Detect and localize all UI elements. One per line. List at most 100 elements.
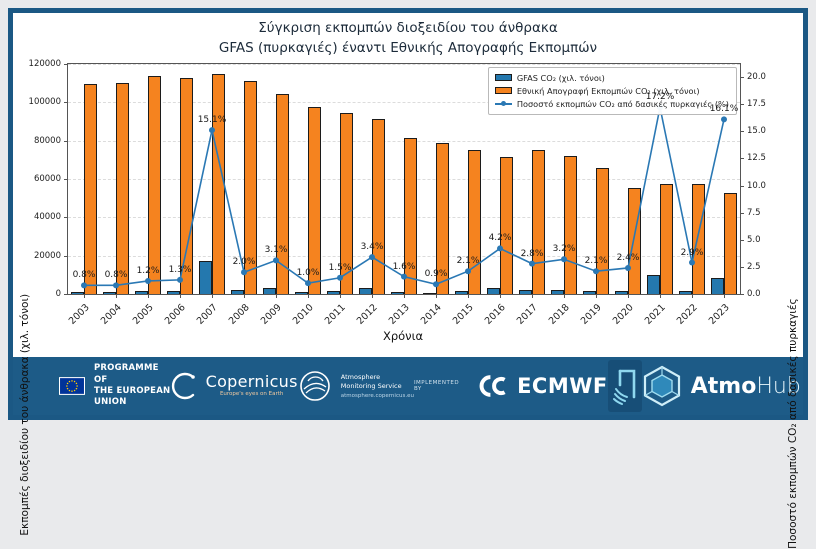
gfas-bar <box>71 292 84 294</box>
pct-value-label: 4.2% <box>488 233 512 244</box>
implemented-by-label: IMPLEMENTED BY <box>413 380 460 392</box>
chart-title-line1: Σύγκριση εκπομπών διοξειδίου του άνθρακα <box>258 20 558 36</box>
pct-value-label: 1.2% <box>136 265 160 276</box>
x-tick-label: 2004 <box>98 302 124 327</box>
national-swatch <box>494 87 512 94</box>
x-tick-mark <box>628 294 629 298</box>
y-tick-mark-right <box>740 131 744 133</box>
x-tick-label: 2006 <box>162 302 188 327</box>
eu-flag-icon <box>59 377 85 395</box>
gfas-bar <box>423 292 436 294</box>
national-bar <box>660 183 673 294</box>
pct-marker <box>305 280 311 287</box>
y-tick-mark-right <box>740 185 744 187</box>
pct-marker <box>689 259 695 266</box>
y-tick-mark-right <box>740 158 744 160</box>
national-bar <box>468 150 481 294</box>
national-bar <box>340 112 353 294</box>
x-tick-mark <box>148 294 149 298</box>
national-bar <box>628 187 641 294</box>
gfas-bar <box>455 290 468 294</box>
ams-url: atmosphere.copernicus.eu <box>340 392 414 399</box>
y-tick-label-right: 2.5 <box>747 261 761 272</box>
pct-value-label: 2.4% <box>616 252 640 263</box>
y-tick-mark-left <box>64 179 68 180</box>
y-tick-label-right: 10.0 <box>747 180 766 191</box>
pct-marker <box>369 254 375 261</box>
pct-value-label: 2.1% <box>456 256 480 267</box>
y-tick-label-left: 60000 <box>33 174 61 184</box>
copernicus-logo: Copernicus Europe's eyes on Earth <box>171 371 298 401</box>
x-tick-mark <box>564 294 565 298</box>
pct-marker <box>561 256 567 263</box>
x-tick-mark <box>660 294 661 298</box>
x-tick-label: 2003 <box>66 302 92 327</box>
pct-marker <box>593 268 599 275</box>
pct-value-label: 1.5% <box>328 262 352 273</box>
x-tick-mark <box>500 294 501 298</box>
y-axis-label-left: Εκπομπές διοξειδίου του άνθρακα (χιλ. τό… <box>19 293 31 536</box>
y-tick-label-left: 100000 <box>28 97 61 108</box>
pct-marker <box>721 116 727 123</box>
y-tick-label-right: 15.0 <box>747 126 766 137</box>
pct-value-label: 2.1% <box>584 256 608 267</box>
national-bar <box>532 150 545 294</box>
pct-value-label: 2.0% <box>232 257 256 268</box>
pct-marker <box>81 282 87 289</box>
gfas-bar <box>359 288 372 294</box>
ams-text: Atmosphere Monitoring Service <box>340 373 402 390</box>
y-tick-label-left: 40000 <box>33 212 61 223</box>
pct-value-label: 16.1% <box>709 104 739 115</box>
national-bar <box>372 118 385 294</box>
atmohub-logo: AtmoHub <box>642 365 801 407</box>
x-tick-label: 2007 <box>194 302 220 327</box>
chart-section: Σύγκριση εκπομπών διοξειδίου του άνθρακα… <box>13 13 803 549</box>
gfas-bar <box>551 289 564 294</box>
hand-logo-tile <box>607 360 642 412</box>
pct-value-label: 1.6% <box>392 261 416 272</box>
x-tick-label: 2005 <box>130 302 156 327</box>
y-tick-mark-left <box>64 294 68 295</box>
gfas-bar <box>679 290 692 294</box>
pct-marker <box>337 274 343 281</box>
x-tick-mark <box>84 294 85 298</box>
x-tick-label: 2022 <box>674 302 700 327</box>
x-tick-mark <box>212 294 213 298</box>
x-tick-label: 2019 <box>578 302 604 327</box>
x-tick-mark <box>244 294 245 298</box>
ecmwf-name: ECMWF <box>517 374 608 398</box>
y-tick-mark-right <box>740 104 744 106</box>
y-tick-mark-left <box>64 140 68 142</box>
x-tick-label: 2015 <box>450 302 476 327</box>
x-tick-mark <box>692 294 693 298</box>
eu-programme-text: PROGRAMME OF THE EUROPEAN UNION <box>94 363 171 408</box>
atmosphere-monitoring-logo: Atmosphere Monitoring Service atmosphere… <box>298 369 414 403</box>
chart-card: Σύγκριση εκπομπών διοξειδίου του άνθρακα… <box>8 8 808 549</box>
y-tick-mark-left <box>64 102 68 104</box>
y-tick-label-right: 20.0 <box>747 72 766 83</box>
pct-value-label: 0.8% <box>72 270 96 281</box>
national-bar <box>596 168 609 294</box>
x-tick-label: 2020 <box>610 302 636 327</box>
national-bar <box>404 137 417 294</box>
legend-item-national: Εθνική Απογραφή Εκπομπών CO₂ (χιλ. τόνοι… <box>494 84 729 97</box>
y-tick-mark-right <box>740 294 744 295</box>
ecmwf-logo: IMPLEMENTED BY ECMWF <box>414 373 608 399</box>
x-tick-mark <box>116 294 117 298</box>
y-tick-mark-right <box>740 239 744 241</box>
national-bar <box>244 81 257 294</box>
y-tick-mark-left <box>64 64 68 65</box>
atmohub-name: AtmoHub <box>690 373 801 399</box>
pct-marker <box>529 260 535 267</box>
y-tick-label-left: 80000 <box>33 135 61 146</box>
pct-value-label: 3.1% <box>264 245 288 256</box>
legend-label-pct: Ποσοστό εκπομπών CO₂ από δασικές πυρκαγι… <box>516 98 729 109</box>
x-tick-label: 2010 <box>290 302 316 327</box>
y-axis-label-right: Ποσοστό εκπομπών CO₂ από δασικές πυρκαγι… <box>787 298 799 549</box>
copernicus-name: Copernicus <box>205 372 298 392</box>
gfas-bar <box>295 292 308 294</box>
gfas-bar <box>391 291 404 294</box>
pct-marker <box>433 281 439 288</box>
y-tick-mark-right <box>740 212 744 214</box>
footer-banner: PROGRAMME OF THE EUROPEAN UNION Copernic… <box>13 357 803 415</box>
